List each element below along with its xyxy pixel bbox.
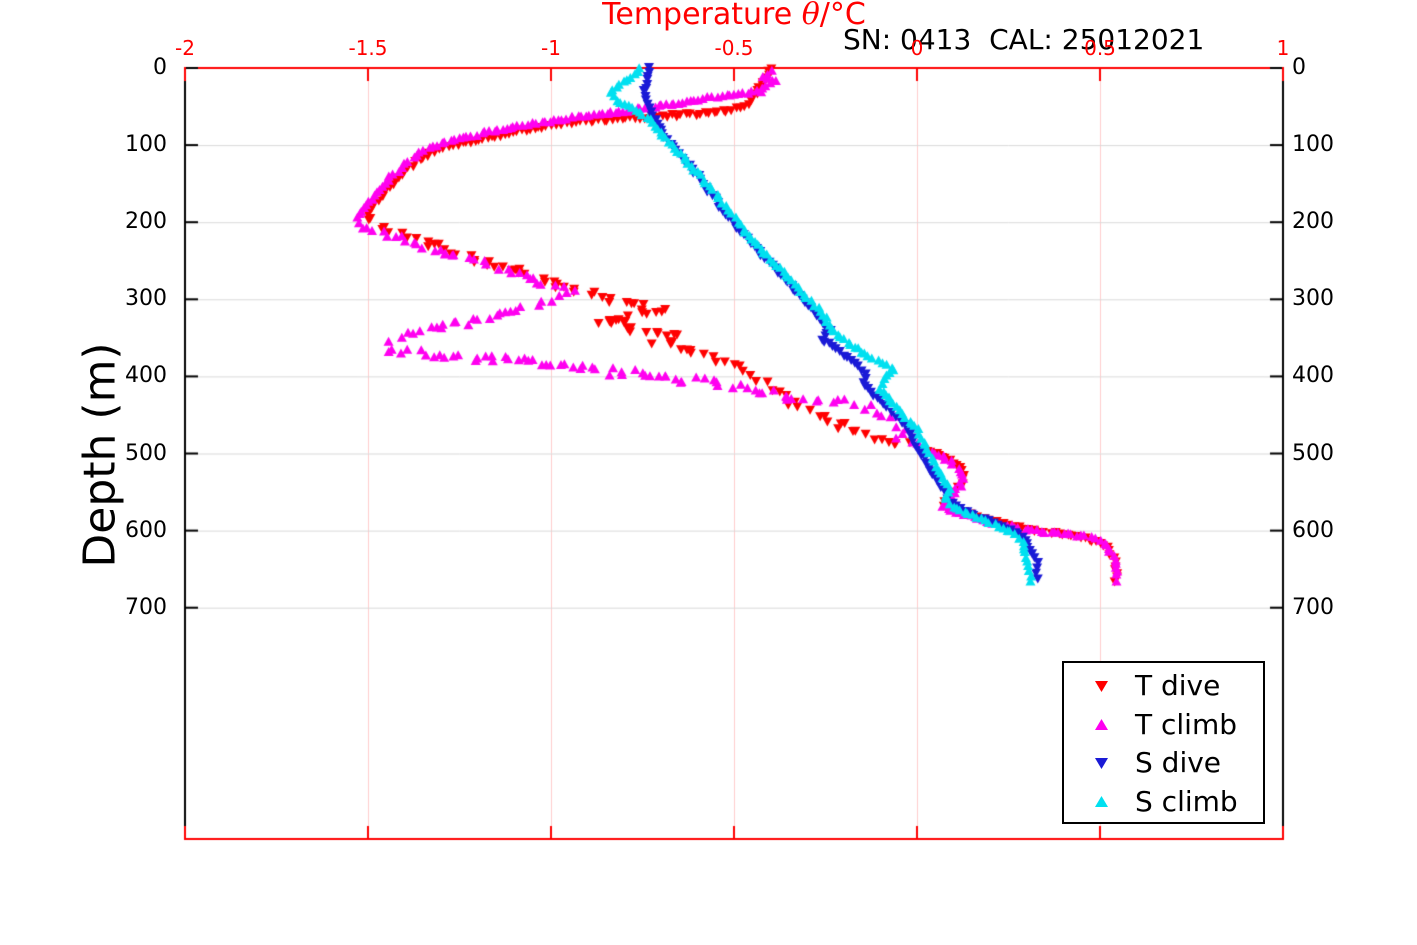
- legend-entry-label: T dive: [1135, 669, 1221, 703]
- legend-entry: T dive: [1064, 667, 1263, 706]
- y-tick-label-left: 600: [125, 517, 167, 543]
- legend: T dive T climb S dive S climb: [1062, 661, 1265, 824]
- y-tick-label-right: 500: [1292, 440, 1334, 466]
- y-tick-label-left: 300: [125, 286, 167, 312]
- x-tick-label: 1: [1276, 36, 1290, 60]
- y-tick-label-right: 0: [1292, 55, 1306, 80]
- chart-title-text: Temperature: [602, 0, 802, 32]
- triangle-down-icon: [1095, 757, 1108, 769]
- triangle-down-icon: [1095, 680, 1108, 692]
- y-tick-label-right: 100: [1292, 132, 1334, 158]
- x-tick-label: -0.5: [714, 36, 754, 60]
- legend-entry: T climb: [1064, 706, 1263, 745]
- y-tick-label-left: 700: [125, 594, 167, 620]
- legend-entry: S dive: [1064, 744, 1263, 783]
- triangle-up-icon: [1095, 719, 1108, 731]
- legend-entry-label: T climb: [1135, 707, 1238, 741]
- legend-entry-label: S climb: [1135, 784, 1238, 818]
- x-tick-label: -2: [175, 36, 195, 60]
- legend-entry-label: S dive: [1135, 746, 1222, 780]
- x-tick-label: 0.5: [1084, 36, 1116, 60]
- y-tick-label-right: 400: [1292, 363, 1334, 389]
- legend-entry: S climb: [1064, 783, 1263, 822]
- x-tick-label: -1.5: [348, 36, 388, 60]
- triangle-up-icon: [1095, 796, 1108, 808]
- y-tick-label-right: 600: [1292, 517, 1334, 543]
- serial-cal-annotation: SN: 0413 CAL: 25012021: [843, 23, 1205, 56]
- y-tick-label-right: 200: [1292, 209, 1334, 235]
- y-tick-label-left: 0: [153, 55, 167, 80]
- chart-title: Temperature θ/°C: [185, 0, 1283, 30]
- y-tick-label-left: 400: [125, 363, 167, 389]
- y-tick-label-left: 500: [125, 440, 167, 466]
- chart-title-units: /°C: [819, 0, 866, 32]
- y-tick-label-left: 100: [125, 132, 167, 158]
- theta-symbol: θ: [801, 0, 820, 32]
- y-tick-label-left: 200: [125, 209, 167, 235]
- x-tick-label: 0: [910, 36, 924, 60]
- x-tick-label: -1: [541, 36, 561, 60]
- y-tick-label-right: 300: [1292, 286, 1334, 312]
- y-tick-label-right: 700: [1292, 594, 1334, 620]
